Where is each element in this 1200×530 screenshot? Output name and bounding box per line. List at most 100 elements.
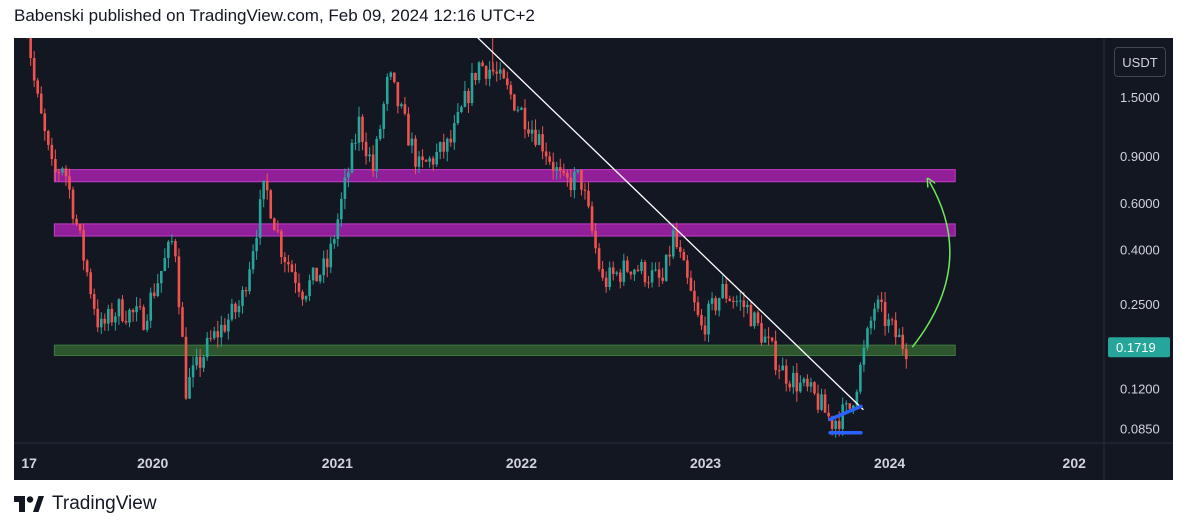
candle-body	[435, 151, 438, 165]
candle-body	[820, 394, 823, 410]
candle-body	[131, 309, 135, 313]
candle-body	[46, 131, 50, 145]
candle-body	[583, 189, 587, 191]
candle-body	[170, 241, 174, 243]
candle-body	[431, 158, 435, 165]
candle-body	[837, 420, 841, 429]
candle-body	[901, 334, 905, 349]
candle-body	[453, 123, 456, 143]
candle-body	[686, 260, 689, 278]
candle-body	[873, 308, 876, 321]
candle-body	[343, 177, 347, 199]
candle-body	[640, 261, 643, 272]
candle-body	[760, 323, 763, 343]
candle-body	[509, 85, 513, 95]
candle-body	[622, 260, 626, 282]
candle-body	[604, 277, 608, 287]
candle-body	[841, 404, 845, 429]
candle-body	[265, 180, 269, 191]
candle-body	[135, 306, 138, 313]
chart-panel[interactable]: 0.0850 0.1200 0.1719 0.2500 0.4000 0.6000 0.90…	[14, 38, 1173, 480]
candle-body	[770, 337, 774, 341]
currency-button[interactable]: USDT	[1114, 47, 1166, 77]
candle-body	[96, 308, 100, 328]
candle-body	[407, 113, 410, 146]
price-chart[interactable]: 0.0850 0.1200 0.1719 0.2500 0.4000 0.6000 0.90…	[14, 38, 1173, 480]
tradingview-logo-text: TradingView	[52, 493, 157, 514]
candle-body	[75, 218, 78, 224]
candle-body	[32, 58, 36, 81]
candle-body	[54, 159, 57, 173]
candle-body	[844, 403, 848, 405]
candle-body	[527, 129, 530, 134]
candle-body	[163, 257, 167, 271]
candle-body	[788, 383, 792, 388]
candle-body	[710, 298, 714, 304]
candle-body	[403, 104, 407, 114]
candle-body	[89, 272, 92, 295]
candle-body	[410, 138, 414, 146]
candle-body	[671, 230, 675, 257]
candle-body	[555, 167, 559, 171]
candle-body	[714, 298, 717, 311]
candle-body	[816, 393, 820, 410]
candle-body	[474, 72, 477, 81]
candle-body	[477, 62, 481, 81]
candle-body	[661, 277, 664, 281]
candle-body	[251, 251, 255, 270]
tradingview-logo[interactable]: TradingView	[14, 493, 157, 515]
candle-body	[852, 405, 855, 409]
candle-body	[290, 264, 294, 272]
candle-body	[393, 72, 396, 83]
candle-body	[724, 284, 728, 299]
candle-body	[573, 171, 576, 191]
candle-body	[880, 299, 883, 302]
candle-body	[654, 269, 657, 271]
candle-body	[138, 306, 142, 308]
candle-body	[287, 262, 290, 265]
candle-body	[417, 156, 421, 167]
candle-body	[258, 199, 262, 238]
candle-body	[767, 336, 770, 338]
candle-body	[110, 308, 114, 323]
candle-body	[696, 302, 700, 315]
price-tick-label: 0.6000	[1120, 196, 1160, 211]
candle-body	[191, 365, 195, 378]
candle-body	[777, 370, 781, 372]
candle-body	[103, 318, 107, 324]
candle-body	[223, 324, 227, 332]
candle-body	[241, 289, 244, 306]
candle-body	[516, 109, 520, 111]
candle-body	[597, 248, 601, 270]
tradingview-logo-icon	[14, 496, 44, 512]
candle-body	[85, 260, 89, 273]
candle-body	[332, 239, 336, 244]
candle-body	[869, 320, 873, 329]
candle-body	[463, 90, 467, 107]
candle-body	[318, 275, 322, 282]
candle-body	[618, 272, 622, 282]
candle-body	[587, 190, 590, 207]
candle-body	[227, 319, 230, 332]
candle-body	[29, 38, 32, 59]
candle-body	[859, 364, 862, 392]
candle-body	[50, 144, 54, 160]
candle-body	[294, 271, 297, 283]
candle-body	[827, 412, 830, 417]
candle-body	[650, 270, 654, 283]
candle-body	[601, 269, 604, 278]
candle-body	[449, 138, 453, 143]
candle-body	[424, 160, 428, 162]
candle-body	[520, 107, 523, 110]
candle-body	[396, 82, 400, 107]
price-tick-label: 0.9000	[1120, 149, 1160, 164]
candle-body	[368, 154, 371, 157]
candle-body	[890, 319, 894, 321]
candle-body	[562, 170, 566, 173]
support-zone	[53, 344, 956, 356]
candle-body	[791, 372, 795, 388]
candle-body	[823, 394, 827, 413]
resistance-zone-upper	[53, 169, 956, 183]
candle-body	[442, 141, 446, 152]
candle-body	[664, 254, 668, 281]
